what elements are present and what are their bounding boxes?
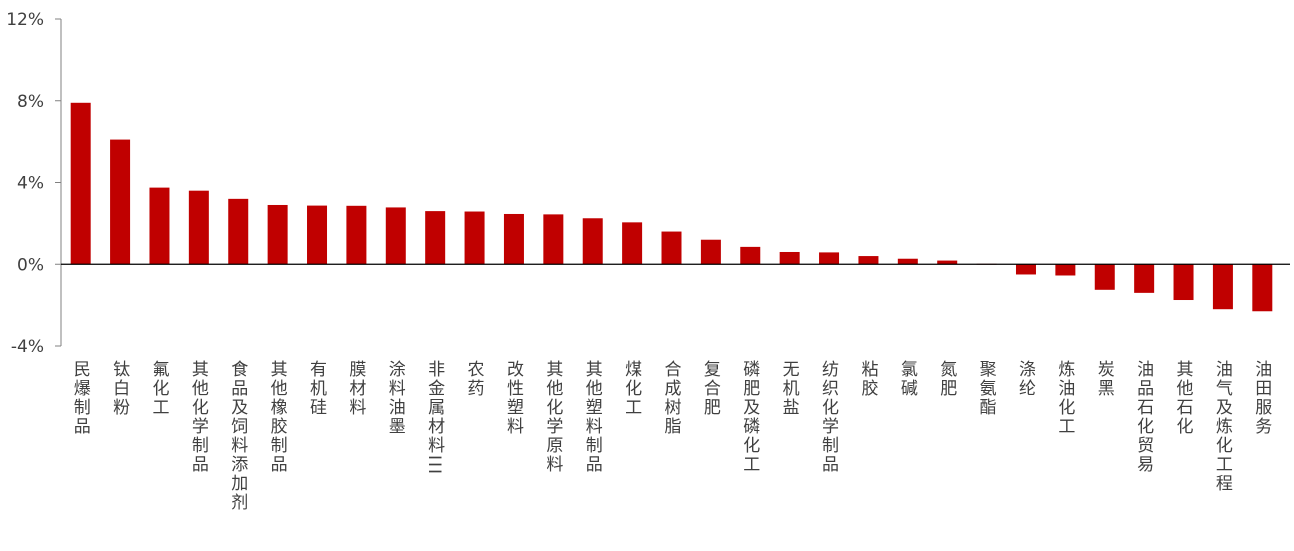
category-label: 聚氨酯	[976, 360, 997, 417]
bar-25	[1015, 264, 1036, 275]
bar-29	[1173, 264, 1194, 301]
category-label: 纺织化学制品	[818, 360, 839, 474]
axes	[55, 18, 1290, 347]
y-tick-label: 12%	[6, 10, 44, 30]
bars	[70, 102, 1273, 312]
y-tick-label: 4%	[17, 174, 44, 194]
category-label: 涤纶	[1015, 360, 1036, 398]
category-label: 食品及饲料添加剂	[227, 360, 248, 512]
bar-1	[70, 102, 91, 265]
bar-15	[622, 222, 643, 265]
category-label: 炼油化工	[1054, 360, 1075, 436]
category-label: 非金属材料III	[424, 360, 445, 476]
category-label: 合成树脂	[661, 360, 682, 436]
category-label: 氯碱	[897, 360, 918, 398]
y-tick-label: 0%	[17, 255, 44, 275]
bar-2	[110, 139, 131, 265]
bar-27	[1094, 264, 1115, 290]
category-label: 农药	[464, 360, 485, 398]
bar-13	[543, 214, 564, 265]
category-label: 油气及炼化工程	[1212, 360, 1233, 493]
bar-14	[582, 218, 603, 265]
y-tick-labels: -4% 0% 4% 8% 12%	[6, 10, 44, 357]
category-label: 油品石化贸易	[1133, 360, 1154, 474]
bar-23	[937, 260, 958, 265]
category-label: 磷肥及磷化工	[739, 360, 760, 474]
bar-8	[346, 205, 367, 265]
bar-5	[228, 198, 249, 265]
bar-28	[1134, 264, 1155, 293]
y-tick-label: -4%	[11, 337, 44, 357]
category-label: 氮肥	[936, 360, 957, 398]
bar-3	[149, 187, 170, 265]
category-label: 改性塑料	[503, 360, 524, 436]
category-label: 民爆制品	[70, 360, 91, 436]
category-label: 粘胶	[857, 360, 878, 398]
bar-18	[740, 246, 761, 265]
category-label: 其他化学制品	[188, 360, 209, 474]
category-label: 氟化工	[148, 360, 169, 417]
bar-19	[779, 251, 800, 265]
bar-16	[661, 231, 682, 265]
category-label: 其他化学原料	[542, 360, 563, 474]
category-label: 涂料油墨	[385, 360, 406, 436]
bar-31	[1252, 264, 1273, 312]
category-label: 其他塑料制品	[582, 360, 603, 474]
category-label: 其他石化	[1173, 360, 1194, 436]
bar-10	[425, 211, 446, 265]
category-label: 煤化工	[621, 360, 642, 417]
bar-11	[464, 211, 485, 265]
bar-22	[897, 258, 918, 265]
category-label: 其他橡胶制品	[267, 360, 288, 474]
category-labels: 民爆制品 钛白粉 氟化工 其他化学制品 食品及饲料添加剂 其他橡胶制品 有机硅 膜材料 涂料油墨…	[70, 360, 1272, 512]
bar-17	[700, 239, 721, 265]
category-label: 无机盐	[779, 360, 800, 417]
bar-6	[267, 204, 288, 265]
category-label: 复合肥	[700, 360, 721, 417]
bar-21	[858, 256, 879, 265]
category-label: 有机硅	[306, 360, 327, 417]
y-tick-label: 8%	[17, 92, 44, 112]
bar-12	[503, 213, 524, 265]
category-label: 炭黑	[1094, 360, 1115, 398]
category-label: 钛白粉	[109, 360, 130, 417]
category-label: 油田服务	[1251, 360, 1272, 436]
bar-4	[188, 190, 209, 265]
bar-9	[385, 207, 406, 265]
bar-30	[1212, 264, 1233, 310]
category-label: 膜材料	[345, 360, 366, 417]
bar-20	[819, 252, 840, 265]
bar-7	[307, 205, 328, 265]
bar-26	[1055, 264, 1076, 276]
